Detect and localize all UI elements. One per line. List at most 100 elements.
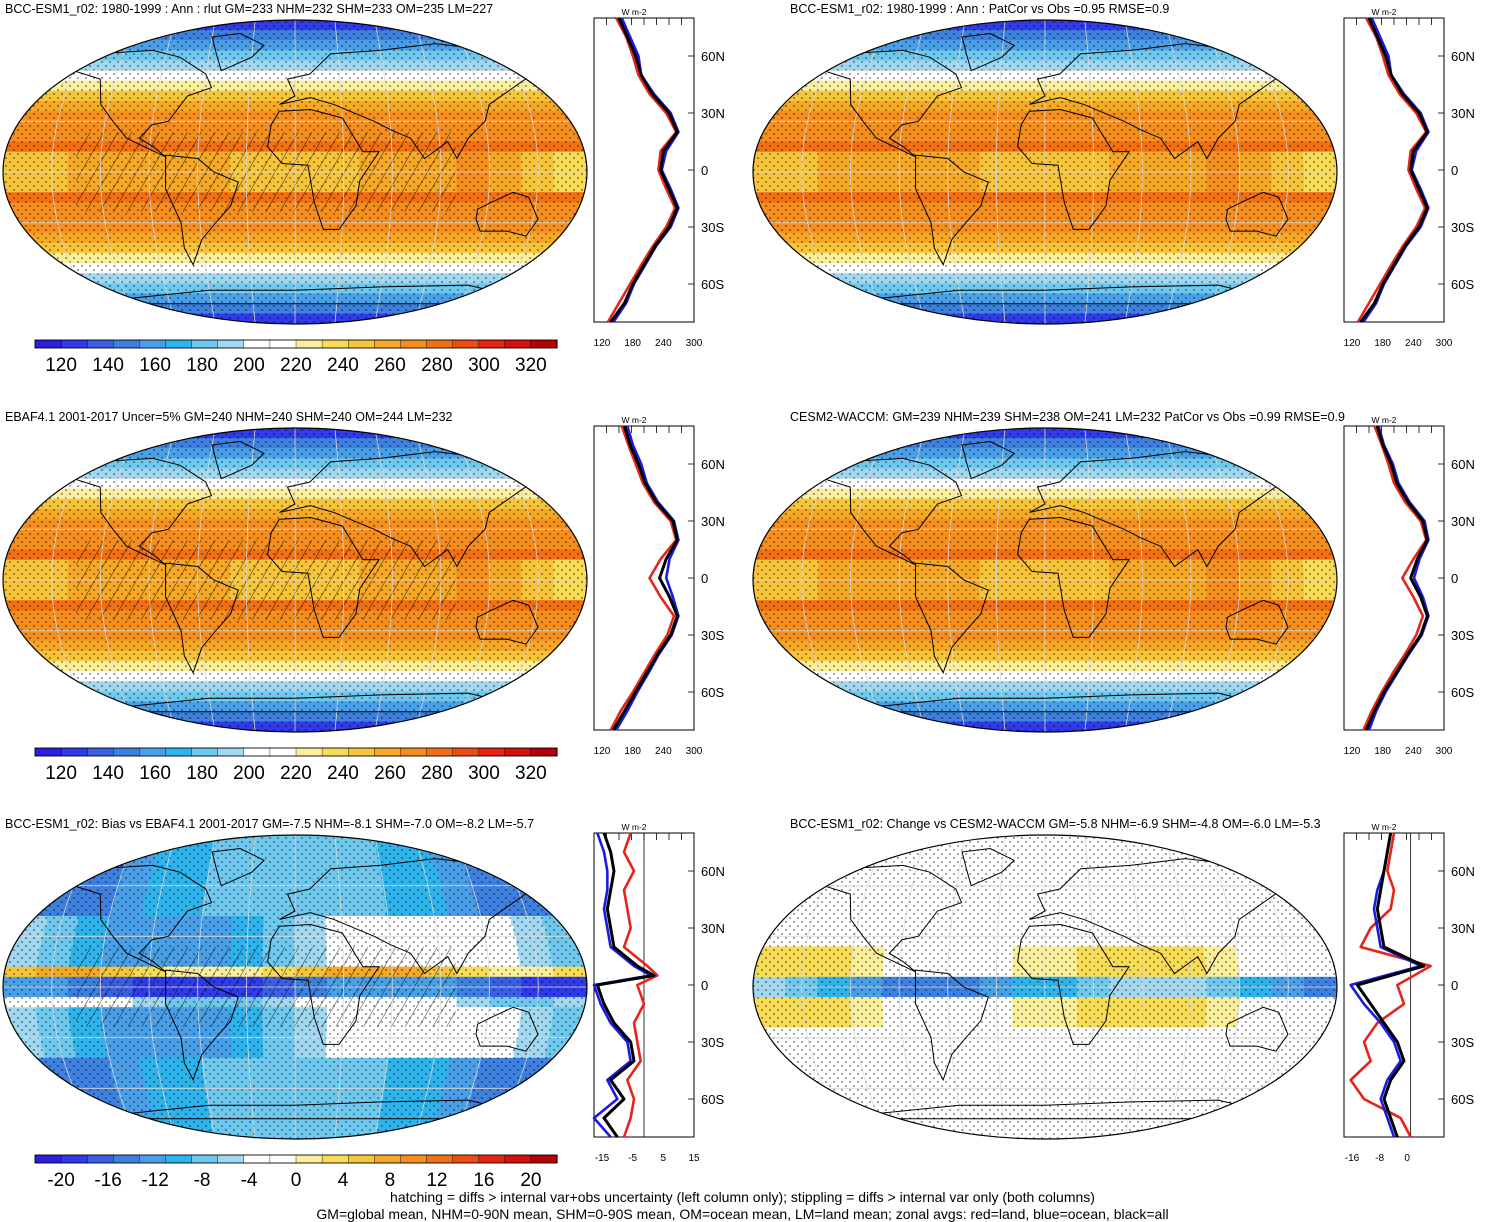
colorbar-swatch [35, 340, 62, 348]
profile-xtick-label: 15 [688, 1153, 700, 1164]
map-cell [827, 845, 880, 856]
map-cell [1276, 691, 1330, 702]
colorbar-swatch [244, 1155, 270, 1163]
map-cell [39, 702, 102, 713]
profile-xtick-label: 300 [686, 746, 703, 757]
colorbar-swatch [296, 1155, 323, 1163]
map-cell [531, 71, 595, 82]
map-cell [401, 428, 461, 439]
map-cell [885, 428, 939, 439]
map-cell [44, 855, 97, 866]
map-cell [1247, 283, 1301, 294]
map-cell [1285, 671, 1340, 682]
map-cell [428, 835, 488, 846]
zonal-mean-land [608, 18, 676, 322]
map-cell [517, 855, 580, 866]
map-cell [104, 30, 158, 41]
map-cell [458, 722, 511, 733]
map-cell [526, 469, 590, 480]
map-cell [1208, 314, 1261, 325]
map-cell [465, 1109, 519, 1120]
colorbar-label: 260 [374, 763, 406, 784]
footer-hatching-note: hatching = diffs > internal var+obs unce… [0, 1189, 1485, 1205]
map-cell [461, 304, 515, 315]
profile-xtick-label: 180 [624, 338, 641, 349]
panel-title: EBAF4.1 2001-2017 Uncer=5% GM=240 NHM=24… [5, 410, 453, 424]
colorbar-swatch [296, 340, 323, 348]
colorbar-label: 320 [515, 355, 547, 376]
map-cell [461, 40, 523, 51]
map-cell [401, 835, 461, 846]
map-cell [881, 722, 941, 733]
colorbar-swatch [113, 748, 140, 756]
map-cell [1276, 1098, 1330, 1109]
colorbar-swatch [113, 340, 140, 348]
lat-tick-label: 30N [1451, 921, 1475, 936]
map-cell [431, 30, 492, 41]
colorbar-swatch [322, 748, 349, 756]
map-cell [1267, 712, 1319, 723]
map-cell [135, 428, 189, 439]
lat-tick-label: 60S [701, 277, 724, 292]
lat-tick-label: 30N [1451, 106, 1475, 121]
map-cell [1208, 722, 1261, 733]
colorbar-swatch [400, 1155, 427, 1163]
colorbar-swatch [531, 340, 558, 348]
colorbar-label: -20 [47, 1170, 74, 1191]
map-cell [431, 314, 485, 325]
map-cell [39, 50, 93, 61]
map-cell [1181, 845, 1242, 856]
map-cell [854, 30, 908, 41]
colorbar-swatch [374, 748, 401, 756]
colorbar-label: 180 [186, 355, 218, 376]
map-cell [485, 30, 547, 41]
colorbar-swatch [139, 748, 166, 756]
map-cell [517, 1119, 569, 1130]
map-cell [784, 1098, 848, 1109]
map-cell [885, 835, 939, 846]
map-cell [1272, 865, 1336, 876]
map-cell [1239, 712, 1292, 723]
map-cell [1285, 81, 1349, 92]
map-cell [850, 1119, 911, 1130]
colorbar-swatch [505, 1155, 532, 1163]
map-cell [77, 1129, 138, 1140]
map-cell [100, 304, 161, 315]
map-cell [489, 304, 542, 315]
map-cell [800, 1129, 862, 1140]
map-cell [428, 20, 488, 31]
map-cell [401, 20, 461, 31]
map-cell [535, 81, 599, 92]
colorbar-label: -4 [241, 1170, 258, 1191]
map-cell [403, 722, 457, 733]
map-cell [794, 1119, 857, 1130]
map-cell [461, 855, 523, 866]
map-cell [1153, 1129, 1207, 1140]
panel-title: BCC-ESM1_r02: Change vs CESM2-WACCM GM=-… [790, 817, 1321, 831]
colorbar-swatch [166, 748, 193, 756]
panel-title: BCC-ESM1_r02: Bias vs EBAF4.1 2001-2017 … [5, 817, 534, 831]
colorbar-swatch [87, 340, 114, 348]
colorbar-swatch [139, 1155, 166, 1163]
map-cell [522, 458, 586, 469]
profile-xtick-label: 300 [1436, 338, 1453, 349]
map-cell [800, 722, 862, 733]
map-cell [34, 283, 98, 294]
colorbar-label: 20 [520, 1170, 541, 1191]
map-cell [1211, 1119, 1265, 1130]
map-cell [1181, 314, 1235, 325]
colorbar-label: 16 [473, 1170, 494, 1191]
map-cell [1281, 479, 1345, 490]
map-cell [135, 20, 189, 31]
colorbar-label: 200 [233, 355, 265, 376]
map-cell [1231, 20, 1292, 31]
panel-4: CESM2-WACCM: GM=239 NHM=239 SHM=238 OM=2… [753, 410, 1485, 784]
map-cell [489, 40, 552, 51]
lat-tick-label: 60N [1451, 49, 1475, 64]
map-cell [827, 438, 880, 449]
map-cell [77, 438, 130, 449]
map-cell [800, 314, 862, 325]
lat-tick-label: 30S [1451, 628, 1474, 643]
map-cell [822, 304, 884, 315]
map-cell [1267, 304, 1319, 315]
